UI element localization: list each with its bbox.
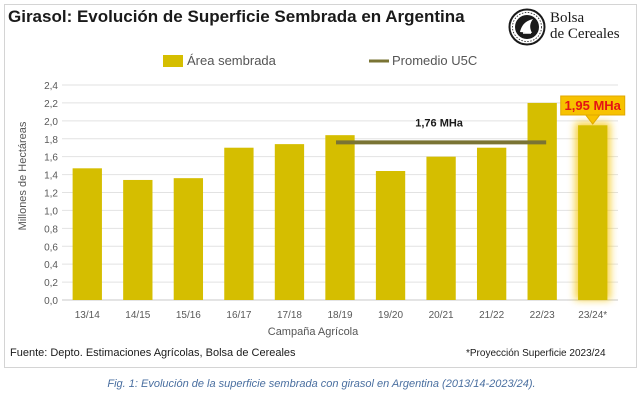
y-tick-label: 1,0 [44,206,58,217]
highlight-label: 1,95 MHa [565,98,622,113]
x-tick-label: 21/22 [479,310,504,321]
y-tick-label: 2,2 [44,99,58,110]
average-line-group: 1,76 MHa [336,117,547,145]
legend-swatch-area [163,55,183,67]
bar-21-22 [476,147,507,300]
bar-20-21 [426,156,456,300]
x-tick-label: 13/14 [75,310,100,321]
x-tick-label: 19/20 [378,310,403,321]
y-tick-label: 0,8 [44,224,58,235]
source-note: Fuente: Depto. Estimaciones Agrícolas, B… [10,347,296,359]
x-tick-label: 16/17 [226,310,251,321]
x-tick-label: 22/23 [530,310,555,321]
x-tick-label: 23/24* [578,310,607,321]
logo-line-2: de Cereales [550,26,620,42]
y-axis-ticks: 0,0 0,2 0,4 0,6 0,8 1,0 1,2 1,4 1,6 1,8 2,0 2,2 2,4 [44,81,58,307]
bar-14-15 [123,179,153,300]
x-tick-label: 17/18 [277,310,302,321]
logo-line-1: Bolsa [550,10,585,26]
bar-13-14 [72,168,102,300]
x-axis-ticks: 13/14 14/15 15/16 16/17 17/18 18/19 19/20 20/21… [75,310,608,321]
y-tick-label: 0,6 [44,242,58,253]
y-tick-label: 1,8 [44,135,58,146]
legend: Área sembrada Promedio U5C [163,53,477,68]
x-tick-label: 15/16 [176,310,201,321]
x-tick-label: 14/15 [125,310,150,321]
y-tick-label: 2,4 [44,81,58,92]
y-tick-label: 1,2 [44,189,58,200]
bar-18-19 [325,135,355,300]
legend-label-average: Promedio U5C [392,53,477,68]
y-tick-label: 0,4 [44,260,58,271]
legend-label-area: Área sembrada [187,53,277,68]
x-tick-label: 20/21 [429,310,454,321]
chart-title: Girasol: Evolución de Superficie Sembrad… [8,7,465,26]
y-axis-title: Millones de Hectáreas [17,121,29,230]
figure-caption: Fig. 1: Evolución de la superficie sembr… [107,378,536,390]
highlight-group: 1,95 MHa [560,95,626,125]
logo-wordmark: Bolsa de Cereales [550,10,620,42]
x-tick-label: 18/19 [327,310,352,321]
bar-19-20 [375,171,406,300]
bar-23-24- [578,125,608,300]
bars [72,102,611,301]
average-label: 1,76 MHa [415,117,464,129]
bolsa-de-cereales-seal-icon [508,8,546,46]
y-tick-label: 0,0 [44,296,58,307]
y-tick-label: 0,2 [44,278,58,289]
bolsa-de-cereales-logo: Bolsa de Cereales [508,8,632,52]
bar-chart: Área sembrada Promedio U5C 0,00,20,40,60… [17,53,626,338]
y-tick-label: 1,4 [44,171,58,182]
y-tick-label: 2,0 [44,117,58,128]
x-axis-title: Campaña Agrícola [268,326,359,338]
projection-note: *Proyección Superficie 2023/24 [466,348,606,359]
bar-17-18 [274,144,305,300]
bar-16-17 [224,147,254,300]
bar-22-23 [527,102,557,301]
bar-15-16 [173,178,204,300]
highlight-arrow [584,114,601,125]
y-tick-label: 1,6 [44,153,58,164]
